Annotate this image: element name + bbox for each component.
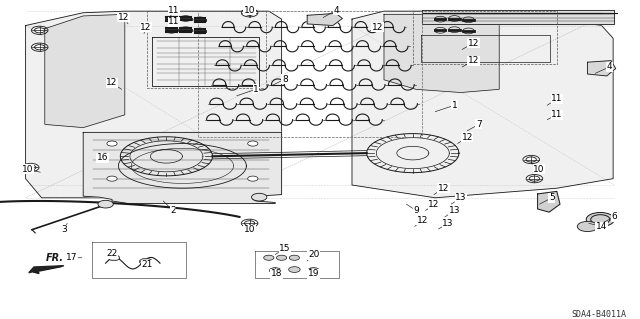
Circle shape xyxy=(98,200,113,208)
Circle shape xyxy=(107,176,117,181)
Circle shape xyxy=(276,255,287,260)
Circle shape xyxy=(529,176,540,181)
Polygon shape xyxy=(29,266,64,273)
Text: 22: 22 xyxy=(106,249,118,258)
Circle shape xyxy=(577,221,598,232)
Text: 16: 16 xyxy=(97,153,109,163)
Text: 13: 13 xyxy=(445,206,460,217)
Text: 12: 12 xyxy=(368,23,383,32)
Circle shape xyxy=(140,258,152,265)
Text: 10: 10 xyxy=(244,223,255,234)
Text: 10: 10 xyxy=(22,165,40,174)
Text: 17: 17 xyxy=(66,253,82,262)
Polygon shape xyxy=(538,191,560,212)
Text: 9: 9 xyxy=(406,204,419,215)
Text: 6: 6 xyxy=(602,212,617,223)
Circle shape xyxy=(526,157,536,162)
Circle shape xyxy=(244,221,255,226)
Circle shape xyxy=(35,45,45,50)
Text: 21: 21 xyxy=(140,260,153,269)
Text: 4: 4 xyxy=(323,6,339,18)
Circle shape xyxy=(591,215,610,224)
Text: 1: 1 xyxy=(237,85,259,96)
Text: 12: 12 xyxy=(462,56,479,67)
Text: 10: 10 xyxy=(531,163,545,174)
Text: 15: 15 xyxy=(275,244,291,255)
Text: 4: 4 xyxy=(595,63,612,73)
Text: 12: 12 xyxy=(458,133,473,144)
Text: 13: 13 xyxy=(451,193,467,204)
Text: 12: 12 xyxy=(462,39,479,49)
Polygon shape xyxy=(422,10,614,24)
Circle shape xyxy=(252,193,267,201)
Text: 10: 10 xyxy=(244,6,255,18)
Text: 5: 5 xyxy=(540,193,554,204)
Polygon shape xyxy=(352,11,613,198)
Polygon shape xyxy=(307,13,342,26)
Circle shape xyxy=(264,255,274,260)
Circle shape xyxy=(308,268,319,273)
Circle shape xyxy=(289,267,300,272)
Text: 20: 20 xyxy=(307,250,319,261)
Circle shape xyxy=(248,176,258,181)
Circle shape xyxy=(244,10,255,15)
Text: 7: 7 xyxy=(467,120,481,131)
Circle shape xyxy=(248,141,258,146)
Circle shape xyxy=(35,28,45,33)
Circle shape xyxy=(107,141,117,146)
Text: 12: 12 xyxy=(415,216,428,226)
Polygon shape xyxy=(45,14,125,128)
Text: 13: 13 xyxy=(438,219,454,229)
Text: 12: 12 xyxy=(426,200,440,211)
Text: 12: 12 xyxy=(140,23,152,33)
Text: 2: 2 xyxy=(163,201,175,215)
Text: 18: 18 xyxy=(271,268,282,278)
Text: 8: 8 xyxy=(272,75,287,85)
Polygon shape xyxy=(384,14,499,93)
Text: SDA4-B4011A: SDA4-B4011A xyxy=(571,310,626,319)
Text: 11: 11 xyxy=(547,94,563,105)
Text: 12: 12 xyxy=(434,184,449,195)
Polygon shape xyxy=(83,132,282,204)
Text: 19: 19 xyxy=(308,268,319,278)
Text: 11: 11 xyxy=(547,110,563,120)
Text: 12: 12 xyxy=(106,78,122,89)
Text: 14: 14 xyxy=(589,222,607,231)
Circle shape xyxy=(269,268,281,273)
Text: 11: 11 xyxy=(168,6,180,18)
Polygon shape xyxy=(26,11,282,198)
Text: 1: 1 xyxy=(435,101,457,112)
Polygon shape xyxy=(588,61,616,76)
Circle shape xyxy=(586,212,614,226)
Text: 3: 3 xyxy=(61,223,67,234)
Text: FR.: FR. xyxy=(45,253,63,263)
Circle shape xyxy=(26,165,36,170)
Circle shape xyxy=(108,255,120,261)
Text: 11: 11 xyxy=(168,17,180,29)
Text: 12: 12 xyxy=(118,13,129,24)
Circle shape xyxy=(289,255,300,260)
